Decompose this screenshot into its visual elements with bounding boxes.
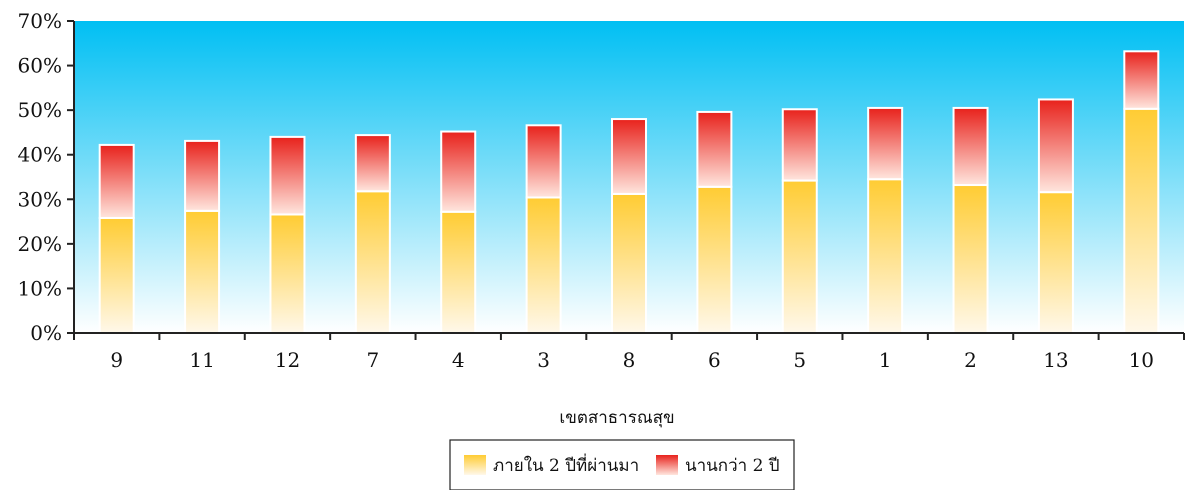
legend-label-series-2: นานกว่า 2 ปี — [685, 456, 780, 476]
y-tick-label: 60% — [18, 54, 62, 78]
bar-segment-series-1 — [354, 190, 391, 334]
bar-segment-series-1 — [1123, 107, 1160, 335]
x-tick-label: 3 — [537, 348, 550, 372]
bar-segment-series-2 — [952, 106, 989, 187]
bar-segment-series-2 — [354, 134, 391, 193]
bars-layer — [98, 50, 1160, 335]
bar-segment-series-2 — [269, 135, 306, 216]
bar-segment-series-2 — [525, 124, 562, 199]
bar-segment-series-2 — [98, 143, 135, 220]
bar-segment-series-1 — [952, 184, 989, 334]
bar-segment-series-1 — [184, 209, 221, 334]
bar-segment-series-1 — [696, 185, 733, 334]
bar-segment-series-2 — [781, 108, 818, 182]
x-tick-label: 9 — [110, 348, 123, 372]
x-tick-label: 1 — [879, 348, 892, 372]
legend-swatch-series-2 — [656, 455, 678, 475]
bar-segment-series-1 — [440, 210, 477, 334]
y-tick-label: 0% — [30, 321, 62, 345]
x-tick-label: 10 — [1129, 348, 1154, 372]
legend: ภายใน 2 ปีที่ผ่านมา นานกว่า 2 ปี — [449, 439, 795, 490]
x-tick-label: 4 — [452, 348, 465, 372]
y-tick-label: 50% — [18, 98, 62, 122]
y-tick-label: 10% — [18, 276, 62, 300]
bar-segment-series-2 — [184, 139, 221, 212]
bar-segment-series-2 — [440, 130, 477, 213]
legend-swatch-series-1 — [464, 455, 486, 475]
x-tick-label: 12 — [275, 348, 300, 372]
y-axis: 0% 10% 20% 30% 40% 50% 60% 70% — [18, 9, 74, 345]
y-tick-label: 30% — [18, 187, 62, 211]
y-tick-label: 20% — [18, 232, 62, 256]
legend-label-series-1: ภายใน 2 ปีที่ผ่านมา — [493, 453, 639, 476]
y-tick-label: 70% — [18, 9, 62, 33]
legend-box — [449, 439, 795, 490]
x-tick-label: 11 — [189, 348, 214, 372]
x-tick-label: 8 — [623, 348, 636, 372]
bar-segment-series-1 — [525, 196, 562, 334]
x-tick-label: 5 — [793, 348, 806, 372]
x-tick-label: 2 — [964, 348, 977, 372]
bar-segment-series-2 — [1037, 98, 1074, 194]
bar-segment-series-2 — [867, 106, 904, 181]
bar-segment-series-1 — [269, 213, 306, 334]
bar-segment-series-2 — [696, 110, 733, 188]
x-tick-label: 7 — [366, 348, 379, 372]
x-tick-label: 13 — [1043, 348, 1068, 372]
bar-segment-series-1 — [1037, 191, 1074, 334]
bar-segment-series-2 — [611, 118, 647, 195]
bar-segment-series-1 — [98, 217, 135, 334]
bar-segment-series-1 — [781, 179, 818, 334]
bar-segment-series-1 — [867, 178, 904, 334]
x-axis-title: เขตสาธารณสุข — [559, 408, 674, 428]
x-tick-label: 6 — [708, 348, 721, 372]
x-axis: 9 11 12 7 4 3 8 6 5 1 2 13 10 — [73, 333, 1185, 372]
y-tick-label: 40% — [18, 143, 62, 167]
bar-segment-series-1 — [611, 192, 647, 334]
bar-segment-series-2 — [1123, 50, 1160, 110]
